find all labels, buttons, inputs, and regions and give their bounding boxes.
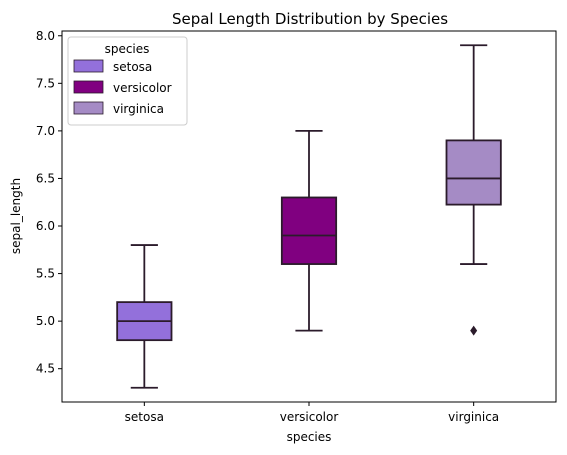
y-axis: 4.5 5.0 5.5 6.0 6.5 7.0 7.5 8.0: [36, 29, 62, 376]
legend-label: virginica: [113, 102, 164, 116]
y-tick-label: 8.0: [36, 29, 55, 43]
outlier-point: [470, 325, 478, 336]
y-axis-label: sepal_length: [9, 178, 23, 254]
y-tick-label: 5.0: [36, 314, 55, 328]
boxes: [116, 44, 502, 389]
x-tick-label: setosa: [125, 410, 164, 424]
y-tick-label: 6.5: [36, 171, 55, 185]
chart-title: Sepal Length Distribution by Species: [172, 10, 448, 28]
legend-title: species: [105, 42, 150, 56]
x-tick-label: virginica: [448, 410, 499, 424]
legend-items: setosa versicolor virginica: [73, 59, 172, 116]
legend-swatch-setosa: [73, 59, 104, 73]
legend-swatch-virginica: [73, 101, 104, 115]
box-virginica: [445, 44, 502, 336]
legend-label: setosa: [113, 60, 152, 74]
y-tick-label: 4.5: [36, 362, 55, 376]
iqr-box: [445, 139, 502, 206]
plot-area: [61, 30, 557, 403]
box-versicolor: [280, 129, 338, 332]
legend-label: versicolor: [113, 81, 172, 95]
box-setosa: [116, 244, 173, 389]
y-tick-label: 6.0: [36, 219, 55, 233]
x-axis-label: species: [287, 430, 332, 444]
x-axis: setosa versicolor virginica: [125, 402, 499, 424]
y-tick-label: 7.0: [36, 124, 55, 138]
legend: species setosa versicolor virginica: [67, 36, 188, 126]
legend-swatch-versicolor: [73, 80, 104, 94]
iqr-box: [280, 196, 338, 265]
y-tick-label: 5.5: [36, 267, 55, 281]
x-tick-label: versicolor: [280, 410, 339, 424]
y-tick-label: 7.5: [36, 76, 55, 90]
